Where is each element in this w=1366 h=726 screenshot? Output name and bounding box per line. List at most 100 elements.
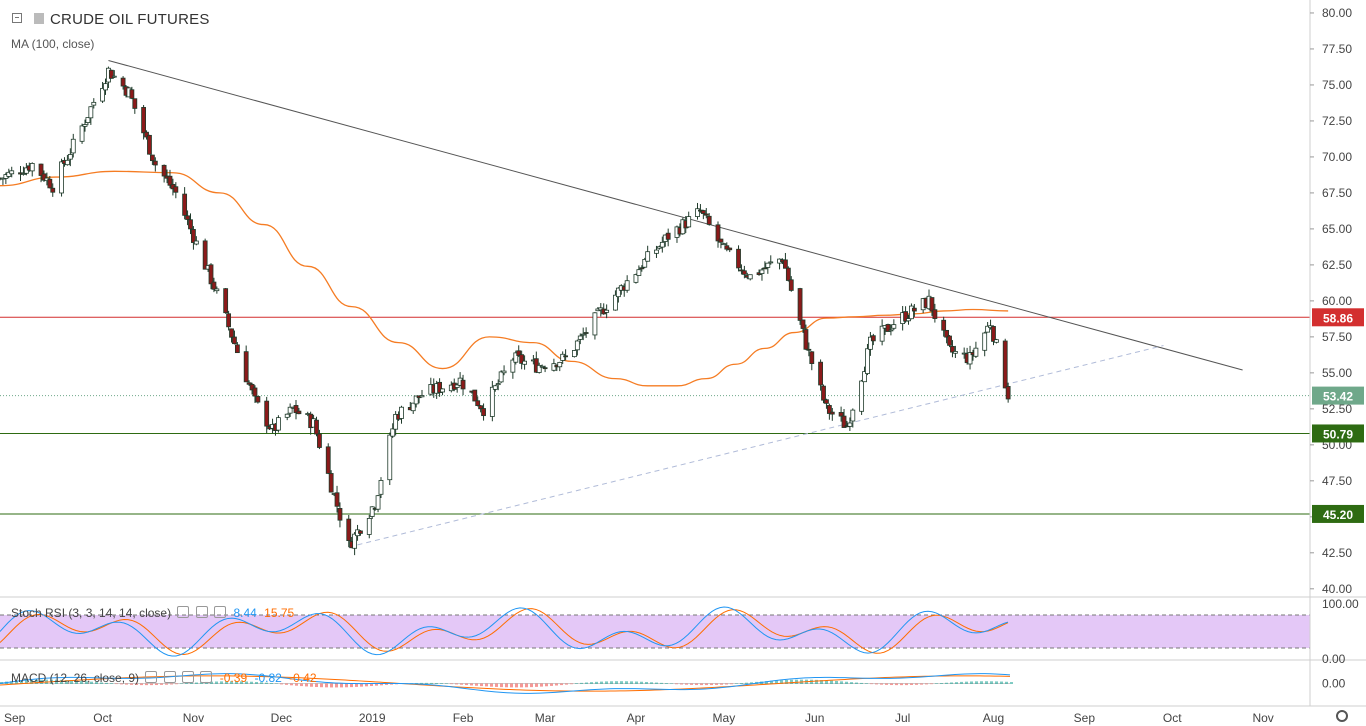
macd-hist-bar	[330, 683, 333, 688]
candle-down	[715, 224, 721, 242]
stoch-d-line	[0, 608, 1009, 656]
candle-up	[369, 506, 375, 517]
macd-hist-bar	[835, 680, 838, 684]
macd-hist-bar	[60, 679, 63, 684]
candle-up	[492, 385, 498, 390]
candle-up	[440, 388, 445, 393]
candle-down	[478, 405, 484, 410]
macd-hist-bar	[775, 680, 778, 684]
stoch-rsi-legend[interactable]: Stoch RSI (3, 3, 14, 14, close) 8.44 15.…	[11, 606, 294, 620]
candle-down	[519, 354, 525, 364]
macd-hist-bar	[845, 681, 848, 684]
macd-hist-bar	[440, 683, 443, 684]
candle-up	[659, 241, 665, 248]
candle-down	[824, 399, 829, 404]
candle-down	[706, 215, 712, 225]
macd-legend[interactable]: MACD (12, 26, close, 9) -0.39 -0.82 -0.4…	[11, 671, 317, 685]
candle-up	[879, 325, 885, 342]
macd-hist-bar	[590, 682, 593, 684]
candle-up	[352, 533, 358, 549]
candle-down	[47, 178, 53, 189]
more-icon[interactable]	[182, 671, 195, 683]
candle-up	[906, 318, 911, 322]
price-level-badge	[1312, 424, 1364, 443]
y-tick-label: 57.50	[1322, 330, 1352, 344]
stoch-tick-label: 0.00	[1322, 652, 1346, 666]
macd-hist-bar	[230, 681, 233, 684]
macd-hist-bar	[280, 683, 283, 685]
macd-hist-bar	[550, 683, 553, 686]
macd-hist-bar	[220, 681, 223, 684]
close-icon[interactable]	[214, 606, 227, 618]
candle-up	[214, 288, 220, 292]
candle-up	[82, 124, 88, 127]
macd-hist-bar	[15, 680, 18, 684]
settings-icon[interactable]	[195, 606, 208, 618]
macd-hist-bar	[460, 683, 463, 685]
macd-hist-bar	[540, 683, 543, 687]
ma-100-line	[0, 170, 1009, 387]
macd-hist-bar	[830, 680, 833, 684]
ma-legend[interactable]: MA (100, close)	[11, 37, 95, 51]
candle-down	[724, 245, 730, 250]
macd-hist-bar	[450, 683, 453, 685]
macd-hist-bar	[980, 681, 983, 684]
candle-down	[703, 213, 709, 216]
candle-up	[695, 208, 700, 217]
macd-line-value: -0.82	[254, 671, 282, 685]
candle-up	[103, 83, 108, 91]
candle-up	[67, 154, 73, 160]
candle-up	[366, 518, 372, 535]
candle-down	[328, 473, 334, 493]
candle-down	[870, 335, 876, 342]
macd-hist-bar	[790, 679, 793, 684]
candle-down	[472, 389, 478, 402]
macd-hist-bar	[340, 683, 343, 688]
x-tick-label: Aug	[983, 711, 1004, 725]
candle-up	[636, 269, 642, 276]
eye-icon[interactable]	[145, 671, 158, 683]
macd-hist-bar	[815, 679, 818, 684]
candle-down	[736, 248, 741, 269]
macd-hist-bar	[840, 681, 843, 684]
macd-hist-bar	[890, 683, 893, 686]
macd-hist-bar	[495, 683, 498, 687]
macd-hist-bar	[305, 683, 308, 687]
trendline	[108, 59, 1243, 371]
candle-down	[147, 134, 152, 155]
candle-up	[59, 161, 64, 194]
candle-up	[501, 370, 507, 374]
flag-icon[interactable]	[34, 13, 44, 24]
candle-down	[132, 98, 138, 109]
candle-up	[23, 167, 29, 174]
settings-icon[interactable]	[163, 671, 176, 683]
close-icon[interactable]	[200, 671, 213, 683]
candle-down	[481, 408, 486, 417]
macd-hist-bar	[970, 681, 973, 684]
macd-hist-bar	[505, 683, 508, 688]
candle-up	[6, 171, 12, 177]
candle-down	[1005, 386, 1011, 400]
candle-down	[191, 229, 196, 243]
candle-down	[188, 219, 193, 230]
macd-hist-bar	[765, 681, 768, 684]
candle-up	[513, 352, 519, 363]
candle-up	[276, 417, 281, 431]
eye-icon[interactable]	[177, 606, 190, 618]
x-tick-label: Apr	[627, 711, 646, 725]
chart-settings-icon[interactable]	[1336, 710, 1348, 722]
macd-hist-bar	[695, 683, 698, 686]
macd-hist-bar	[625, 681, 628, 684]
macd-hist-bar	[435, 683, 438, 684]
macd-hist-bar	[355, 683, 358, 687]
candle-down	[460, 379, 466, 390]
x-tick-label: Nov	[183, 711, 204, 725]
candle-up	[510, 359, 516, 373]
collapse-icon[interactable]	[12, 13, 22, 23]
macd-hist-bar	[390, 683, 393, 685]
candle-down	[234, 344, 240, 354]
macd-hist-bar	[200, 682, 203, 684]
candle-down	[346, 518, 352, 541]
macd-hist-bar	[455, 683, 458, 685]
